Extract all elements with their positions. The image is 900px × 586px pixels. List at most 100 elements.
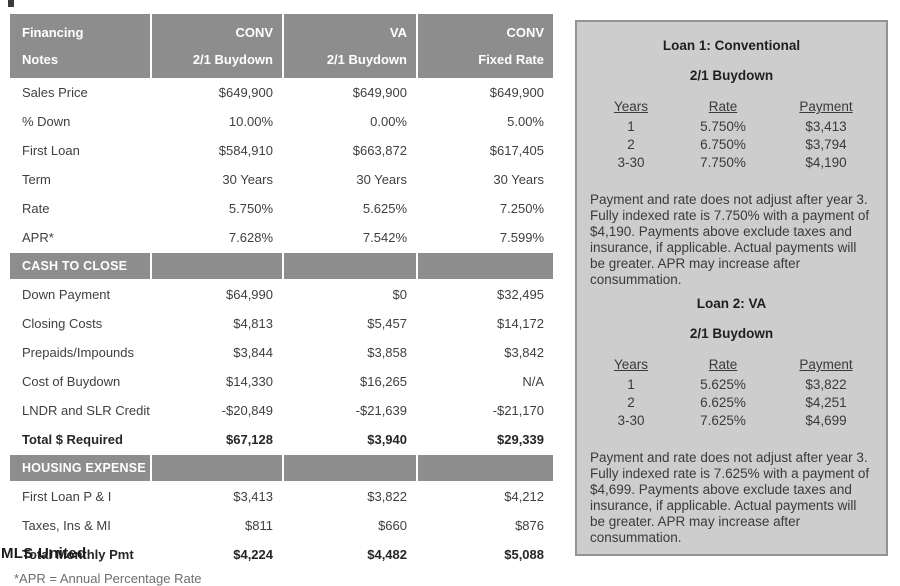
section-band-cell <box>284 253 416 279</box>
schedule-cell: 3-30 <box>617 413 645 428</box>
row-label: First Loan <box>22 143 80 158</box>
row-value: $14,172 <box>497 316 544 331</box>
schedule-cell: 6.750% <box>700 137 746 152</box>
schedule-cell: 2 <box>627 137 635 152</box>
row-value: 10.00% <box>228 114 273 129</box>
row-label: Rate <box>22 201 50 216</box>
row-value: $4,212 <box>504 489 544 504</box>
schedule-header: Years <box>613 99 649 114</box>
table-row: First Loan $584,910 $663,872 $617,405 <box>10 136 553 165</box>
row-value: $811 <box>245 518 273 533</box>
table-row: Sales Price $649,900 $649,900 $649,900 <box>10 78 553 107</box>
row-value: $4,482 <box>367 547 407 562</box>
table-row: Cost of Buydown $14,330 $16,265 N/A <box>10 367 553 396</box>
row-value: -$21,170 <box>492 403 544 418</box>
table-row: Rate 5.750% 5.625% 7.250% <box>10 194 553 223</box>
row-value: $3,844 <box>233 345 273 360</box>
loan-2-schedule: Years Rate Payment 1 5.625% $3,822 2 6.625% $4,2… <box>592 357 873 429</box>
schedule-cell: 1 <box>627 377 635 392</box>
row-value: 5.625% <box>362 201 407 216</box>
header-loan-type: VA <box>389 25 407 40</box>
schedule-cell: 5.750% <box>700 119 746 134</box>
row-value: 7.599% <box>499 230 544 245</box>
schedule-cell: 2 <box>627 395 635 410</box>
section-band-cell <box>152 455 282 481</box>
row-value: 0.00% <box>370 114 407 129</box>
table-row: Taxes, Ins & MI $811 $660 $876 <box>10 511 553 540</box>
section-band-label: CASH TO CLOSE <box>22 259 128 273</box>
loan-1-title: Loan 1: Conventional <box>662 38 801 53</box>
schedule-header: Payment <box>799 357 853 372</box>
row-value: N/A <box>522 374 544 389</box>
row-value: $4,224 <box>233 547 273 562</box>
schedule-cell: $4,699 <box>805 413 847 428</box>
header-loan-program: 2/1 Buydown <box>326 52 407 67</box>
section-band-title-cell: HOUSING EXPENSE <box>10 455 150 481</box>
header-notes-label: Notes <box>22 52 59 67</box>
header-financing-label: Financing <box>22 25 84 40</box>
row-value: $3,858 <box>367 345 407 360</box>
row-value: $660 <box>378 518 407 533</box>
row-value: $16,265 <box>360 374 407 389</box>
row-value: 5.00% <box>507 114 544 129</box>
row-label: Sales Price <box>22 85 88 100</box>
header-loan-program: Fixed Rate <box>478 52 544 67</box>
row-value: -$20,849 <box>221 403 273 418</box>
row-value: $0 <box>392 287 407 302</box>
schedule-cell: 3-30 <box>617 155 645 170</box>
row-value: $617,405 <box>489 143 544 158</box>
row-value: 30 Years <box>222 172 273 187</box>
row-label: Term <box>22 172 51 187</box>
schedule-header: Payment <box>799 99 853 114</box>
schedule-header: Rate <box>708 357 738 372</box>
header-loan-type: CONV <box>235 25 273 40</box>
row-label: Down Payment <box>22 287 111 302</box>
loan-2-note: Payment and rate does not adjust after y… <box>590 450 870 545</box>
section-band-cell <box>284 455 416 481</box>
row-value: $3,822 <box>367 489 407 504</box>
section-band-cell <box>418 253 553 279</box>
schedule-header: Rate <box>708 99 738 114</box>
row-value: $32,495 <box>497 287 544 302</box>
header-cell-loan-2: VA 2/1 Buydown <box>284 14 416 78</box>
row-value: 5.750% <box>228 201 273 216</box>
row-value: -$21,639 <box>355 403 407 418</box>
schedule-cell: 7.750% <box>700 155 746 170</box>
row-value: $3,842 <box>504 345 544 360</box>
row-value: $3,940 <box>367 432 407 447</box>
schedule-cell: $4,251 <box>805 395 847 410</box>
row-label: Cost of Buydown <box>22 374 121 389</box>
row-value: $4,813 <box>233 316 273 331</box>
table-row: Total Monthly Pmt $4,224 $4,482 $5,088 <box>10 540 553 569</box>
table-header-row: Financing Notes CONV 2/1 Buydown VA 2/1 Buy… <box>10 14 553 78</box>
row-value: $876 <box>515 518 544 533</box>
section-band: CASH TO CLOSE <box>10 253 553 279</box>
section-band-label: HOUSING EXPENSE <box>22 461 146 475</box>
loan-2-title: Loan 2: VA <box>696 296 767 311</box>
table-body: Sales Price $649,900 $649,900 $649,900 % Dow… <box>10 78 553 569</box>
loan-detail-panel: Loan 1: Conventional 2/1 Buydown Years Rate… <box>575 20 888 556</box>
row-label: Closing Costs <box>22 316 103 331</box>
row-value: 30 Years <box>356 172 407 187</box>
row-value: $649,900 <box>489 85 544 100</box>
schedule-cell: 5.625% <box>700 377 746 392</box>
row-value: $14,330 <box>226 374 273 389</box>
table-row: LNDR and SLR Credit -$20,849 -$21,639 -$21,… <box>10 396 553 425</box>
schedule-cell: $3,413 <box>805 119 847 134</box>
row-value: $5,457 <box>367 316 407 331</box>
schedule-cell: $3,794 <box>805 137 847 152</box>
header-cell-loan-3: CONV Fixed Rate <box>418 14 553 78</box>
schedule-cell: $3,822 <box>805 377 847 392</box>
row-value: $3,413 <box>233 489 273 504</box>
section-band-cell <box>418 455 553 481</box>
loan-1-subtitle: 2/1 Buydown <box>689 68 774 83</box>
row-value: $663,872 <box>352 143 407 158</box>
table-row: APR* 7.628% 7.542% 7.599% <box>10 223 553 252</box>
table-row: Term 30 Years 30 Years 30 Years <box>10 165 553 194</box>
row-label: Taxes, Ins & MI <box>22 518 111 533</box>
table-row: Total $ Required $67,128 $3,940 $29,339 <box>10 425 553 454</box>
row-value: $64,990 <box>226 287 273 302</box>
header-cell-loan-1: CONV 2/1 Buydown <box>152 14 282 78</box>
table-row: Prepaids/Impounds $3,844 $3,858 $3,842 <box>10 338 553 367</box>
